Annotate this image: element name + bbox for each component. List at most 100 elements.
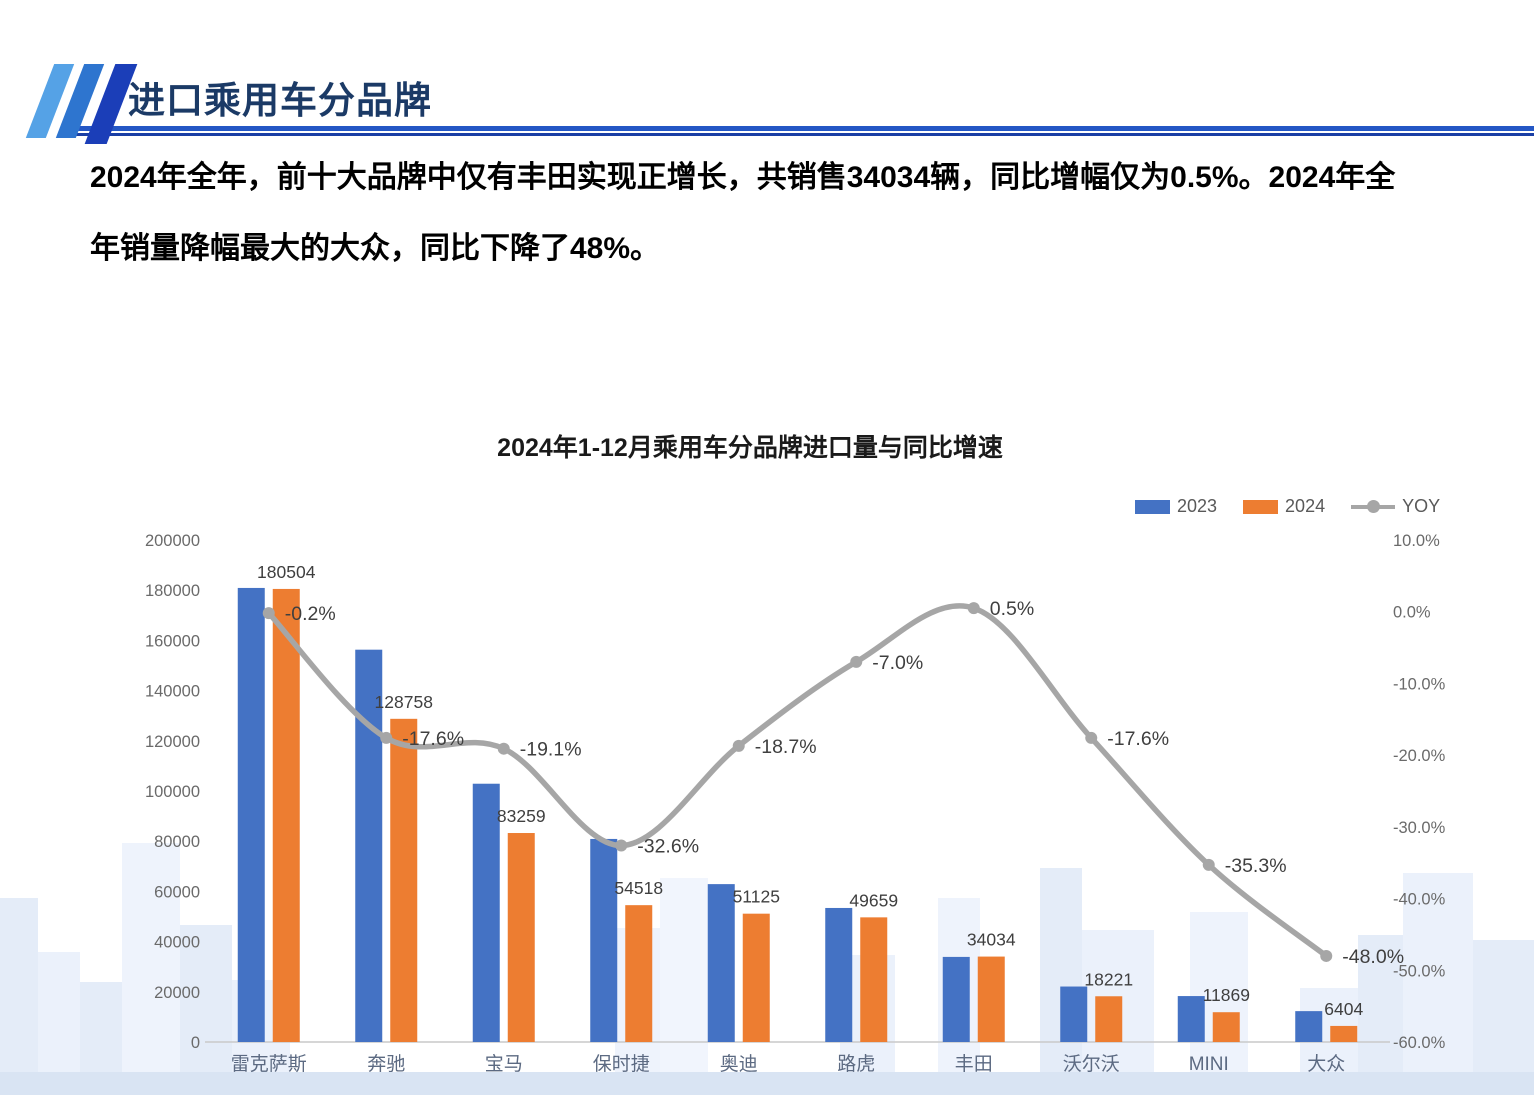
left-axis-tick-140000: 140000 xyxy=(145,683,200,701)
right-axis-tick-0: 0.0% xyxy=(1393,604,1431,622)
chart-legend: 2023 2024 YOY xyxy=(1135,496,1440,517)
yoy-marker-奔驰 xyxy=(380,731,393,744)
value-label-丰田: 34034 xyxy=(967,930,1016,950)
yoy-marker-雷克萨斯 xyxy=(262,607,275,620)
intro-line-2: 年销量降幅最大的大众，同比下降了48%。 xyxy=(90,232,661,265)
bar-2024-奥迪 xyxy=(742,913,770,1042)
value-label-保时捷: 54518 xyxy=(614,878,663,898)
page-title: 进口乘用车分品牌 xyxy=(128,80,432,121)
yoy-marker-大众 xyxy=(1320,949,1333,962)
yoy-label-奔驰: -17.6% xyxy=(402,728,464,750)
left-axis-tick-60000: 60000 xyxy=(154,883,200,901)
category-label-宝马: 宝马 xyxy=(485,1053,523,1075)
legend-item-2024: 2024 xyxy=(1243,496,1325,517)
left-axis-tick-0: 0 xyxy=(191,1034,200,1052)
value-label-沃尔沃: 18221 xyxy=(1084,969,1133,989)
legend-item-yoy: YOY xyxy=(1351,496,1440,517)
legend-yoy-line-icon xyxy=(1351,499,1396,513)
yoy-label-沃尔沃: -17.6% xyxy=(1107,728,1169,750)
category-label-保时捷: 保时捷 xyxy=(593,1053,650,1075)
skyline-bar xyxy=(180,925,232,1095)
chart-title: 2024年1-12月乘用车分品牌进口量与同比增速 xyxy=(497,434,1003,462)
yoy-label-路虎: -7.0% xyxy=(872,652,923,674)
skyline-bar xyxy=(1040,868,1082,1095)
yoy-label-雷克萨斯: -0.2% xyxy=(285,603,336,625)
bar-2024-MINI xyxy=(1212,1012,1240,1042)
category-label-奥迪: 奥迪 xyxy=(720,1053,758,1075)
category-label-沃尔沃: 沃尔沃 xyxy=(1063,1053,1120,1075)
bar-2024-丰田 xyxy=(977,956,1005,1042)
bar-2024-雷克萨斯 xyxy=(272,588,300,1042)
bar-2024-保时捷 xyxy=(625,905,653,1042)
yoy-marker-宝马 xyxy=(497,742,510,755)
bar-2023-奥迪 xyxy=(707,884,735,1042)
skyline-bar xyxy=(1403,873,1473,1095)
bar-2024-宝马 xyxy=(507,833,535,1042)
legend-swatch-2024-icon xyxy=(1243,499,1279,514)
yoy-label-奥迪: -18.7% xyxy=(755,736,817,758)
value-label-雷克萨斯: 180504 xyxy=(257,562,316,582)
right-axis-tick--40: -40.0% xyxy=(1393,891,1446,909)
left-axis-tick-100000: 100000 xyxy=(145,783,200,801)
skyline-bar xyxy=(1473,940,1534,1095)
yoy-label-保时捷: -32.6% xyxy=(637,836,699,858)
header-divider xyxy=(70,126,1534,136)
bar-2023-路虎 xyxy=(825,907,853,1042)
bar-2024-沃尔沃 xyxy=(1095,996,1123,1042)
skyline-bar xyxy=(122,843,180,1095)
value-label-奔驰: 128758 xyxy=(375,692,433,712)
skyline-bottom-band xyxy=(0,1072,1534,1095)
bar-2023-大众 xyxy=(1295,1011,1323,1042)
yoy-marker-保时捷 xyxy=(615,839,628,852)
right-axis-tick--20: -20.0% xyxy=(1393,747,1446,765)
yoy-marker-路虎 xyxy=(850,655,863,668)
skyline-bar xyxy=(660,878,708,1095)
yoy-marker-丰田 xyxy=(967,602,980,615)
right-axis-tick-10: 10.0% xyxy=(1393,532,1440,550)
category-label-雷克萨斯: 雷克萨斯 xyxy=(231,1053,307,1075)
left-axis-tick-20000: 20000 xyxy=(154,984,200,1002)
category-label-奔驰: 奔驰 xyxy=(367,1053,405,1075)
bar-2023-丰田 xyxy=(942,956,970,1042)
intro-paragraph: 2024年全年，前十大品牌中仅有丰田实现正增长，共销售34034辆，同比增幅仅为… xyxy=(90,142,1395,284)
right-axis-tick--10: -10.0% xyxy=(1393,675,1446,693)
skyline-bar xyxy=(0,898,38,1095)
left-axis-tick-80000: 80000 xyxy=(154,833,200,851)
right-axis-tick--50: -50.0% xyxy=(1393,962,1446,980)
legend-item-2023: 2023 xyxy=(1135,496,1217,517)
value-label-宝马: 83259 xyxy=(497,806,546,826)
yoy-line xyxy=(266,603,1329,959)
bar-2023-MINI xyxy=(1177,996,1205,1042)
skyline-bar xyxy=(1358,935,1403,1095)
left-axis-tick-160000: 160000 xyxy=(145,632,200,650)
bar-2024-大众 xyxy=(1330,1025,1358,1042)
left-axis-tick-200000: 200000 xyxy=(145,532,200,550)
value-label-路虎: 49659 xyxy=(849,890,898,910)
right-axis-tick--30: -30.0% xyxy=(1393,819,1446,837)
left-axis-tick-120000: 120000 xyxy=(145,733,200,751)
yoy-label-MINI: -35.3% xyxy=(1225,855,1287,877)
intro-line-1: 2024年全年，前十大品牌中仅有丰田实现正增长，共销售34034辆，同比增幅仅为… xyxy=(90,161,1396,194)
legend-label-2023: 2023 xyxy=(1177,496,1218,516)
bar-2023-保时捷 xyxy=(590,838,618,1042)
left-axis-tick-40000: 40000 xyxy=(154,934,200,952)
category-label-大众: 大众 xyxy=(1307,1053,1345,1075)
yoy-label-宝马: -19.1% xyxy=(520,739,582,761)
bar-2023-宝马 xyxy=(472,783,500,1042)
legend-label-yoy: YOY xyxy=(1402,496,1441,516)
skyline-bar xyxy=(38,952,80,1095)
category-label-丰田: 丰田 xyxy=(955,1053,993,1075)
value-label-MINI: 11869 xyxy=(1203,985,1250,1005)
yoy-marker-奥迪 xyxy=(732,739,745,752)
category-label-路虎: 路虎 xyxy=(837,1053,875,1075)
value-label-大众: 6404 xyxy=(1324,999,1363,1019)
legend-label-2024: 2024 xyxy=(1285,496,1326,516)
yoy-label-丰田: 0.5% xyxy=(990,598,1034,620)
legend-yoy-marker-icon xyxy=(1367,499,1381,513)
legend-swatch-2023-icon xyxy=(1135,499,1170,514)
bar-2023-雷克萨斯 xyxy=(237,587,265,1042)
bar-2023-沃尔沃 xyxy=(1060,986,1088,1042)
